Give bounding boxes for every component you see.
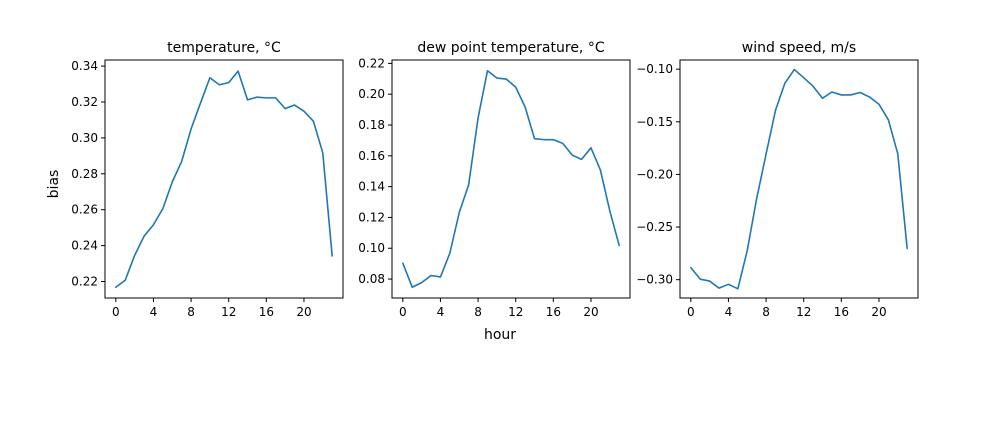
x-tick-label: 20: [871, 305, 886, 319]
series-line-temperature: [115, 70, 333, 289]
y-tick-label: 0.14: [358, 180, 385, 194]
x-tick-label: 20: [296, 305, 311, 319]
y-tick-label: 0.12: [358, 210, 385, 224]
panel-title-temperature: temperature, °C: [167, 40, 281, 56]
x-axis-label: hour: [484, 327, 516, 343]
y-tick-label: 0.34: [71, 59, 98, 73]
y-tick-label: 0.30: [71, 131, 98, 145]
axes-frame-dew-point: [391, 59, 631, 299]
x-tick-label: 12: [508, 305, 523, 319]
x-tick-label: 20: [583, 305, 598, 319]
y-tick-label: 0.18: [358, 118, 385, 132]
y-tick-label: 0.08: [358, 272, 385, 286]
y-tick-label: 0.26: [71, 203, 98, 217]
y-axis-label: bias: [46, 170, 62, 199]
y-tick-label: 0.22: [358, 56, 385, 70]
axes-frame-temperature: [104, 59, 344, 299]
y-tick-label: 0.10: [358, 241, 385, 255]
panel-dew-point: dew point temperature, °C 0 4 8 12 16 20 0.08 0.…: [358, 40, 631, 319]
x-tick-label: 12: [221, 305, 236, 319]
series-line-wind-speed: [690, 68, 908, 290]
x-tick-label: 4: [725, 305, 733, 319]
x-tick-label: 4: [150, 305, 158, 319]
x-tick-label: 0: [399, 305, 407, 319]
x-tick-label: 8: [474, 305, 482, 319]
panel-title-dew-point: dew point temperature, °C: [417, 40, 604, 56]
panel-title-wind-speed: wind speed, m/s: [742, 40, 856, 56]
y-tick-label: 0.16: [358, 149, 385, 163]
y-tick-label: 0.20: [358, 87, 385, 101]
y-tick-label: −0.25: [636, 220, 673, 234]
y-tick-label: −0.10: [636, 62, 673, 76]
y-tick-label: 0.22: [71, 274, 98, 288]
series-line-dew-point: [402, 69, 620, 289]
panel-temperature: temperature, °C 0 4 8 12 16 20 0.22 0.24 0.26 0.28…: [71, 40, 344, 319]
y-tick-label: 0.28: [71, 167, 98, 181]
x-tick-label: 16: [834, 305, 849, 319]
x-tick-label: 0: [687, 305, 695, 319]
axes-frame-wind-speed: [679, 59, 919, 299]
x-tick-label: 4: [437, 305, 445, 319]
y-tick-label: 0.32: [71, 95, 98, 109]
x-tick-label: 16: [259, 305, 274, 319]
x-tick-label: 12: [796, 305, 811, 319]
y-tick-label: 0.24: [71, 239, 98, 253]
panels: temperature, °C 0 4 8 12 16 20 0.22 0.24 0.26 0.28…: [71, 40, 919, 319]
y-tick-label: −0.30: [636, 273, 673, 287]
x-tick-label: 8: [762, 305, 770, 319]
y-tick-label: −0.20: [636, 167, 673, 181]
x-tick-label: 0: [112, 305, 120, 319]
y-tick-label: −0.15: [636, 115, 673, 129]
x-tick-label: 8: [187, 305, 195, 319]
x-tick-label: 16: [546, 305, 561, 319]
panel-wind-speed: wind speed, m/s 0 4 8 12 16 20 −0.30 −0.25 −0.20 −…: [636, 40, 919, 319]
